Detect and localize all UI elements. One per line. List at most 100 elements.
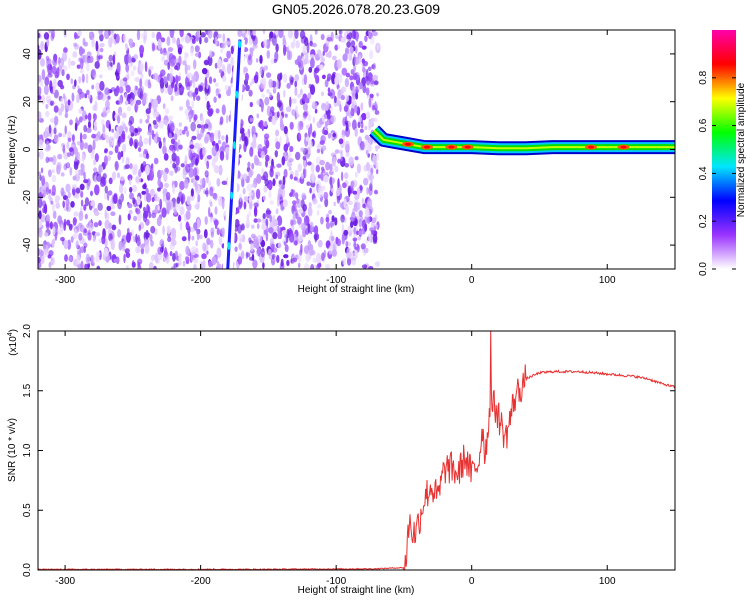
spectrogram-noise-cell	[185, 210, 191, 221]
spectrogram-noise-cell	[92, 139, 96, 151]
spectrogram-noise-cell	[214, 36, 218, 47]
spectrogram-noise-cell	[251, 253, 255, 262]
spectrogram-noise-cell	[302, 203, 308, 212]
spectrogram-noise-cell	[216, 178, 221, 187]
spectrogram-noise-cell	[367, 66, 372, 72]
spectrogram-noise-cell	[214, 62, 218, 69]
spectrogram-noise-cell	[92, 237, 96, 243]
spectrogram-noise-cell	[255, 188, 261, 200]
spectrogram-noise-cell	[126, 232, 131, 244]
slanted-track-hotspot	[232, 141, 236, 150]
spectrogram-noise-cell	[149, 234, 153, 242]
spectrogram-noise-cell	[372, 31, 378, 37]
spectrogram-noise-cell	[204, 93, 208, 101]
spectrogram-noise-cell	[127, 213, 131, 221]
spectrogram-noise-cell	[80, 190, 84, 198]
spectrogram-noise-cell	[124, 186, 127, 195]
spectrogram-noise-cell	[257, 234, 263, 244]
spectrogram-noise-cell	[251, 140, 256, 148]
spectrogram-noise-cell	[342, 53, 348, 62]
spectrogram-noise-cell	[334, 95, 337, 104]
spectrogram-noise-cell	[217, 129, 221, 140]
spectrogram-noise-cell	[111, 224, 117, 231]
spectrogram-noise-cell	[354, 249, 358, 259]
spectrogram-noise-cell	[261, 77, 267, 85]
spectrogram-noise-cell	[285, 106, 292, 113]
spectrogram-noise-cell	[350, 256, 356, 261]
spectrogram-noise-cell	[222, 33, 226, 43]
spectrogram-noise-cell	[326, 37, 333, 42]
spectrogram-noise-cell	[49, 86, 54, 94]
spectrogram-noise-cell	[196, 30, 201, 38]
spectrogram-noise-cell	[276, 254, 280, 264]
spectrogram-noise-cell	[160, 47, 163, 55]
spectrogram-noise-cell	[104, 148, 108, 153]
spectrogram-noise-cell	[242, 188, 246, 195]
spectrogram-noise-cell	[262, 262, 265, 269]
spectrogram-noise-cell	[372, 154, 377, 165]
spectrogram-noise-cell	[140, 72, 144, 80]
spectrogram-noise-cell	[53, 127, 57, 135]
spectrogram-noise-cell	[298, 234, 304, 242]
spectrogram-noise-cell	[142, 153, 147, 158]
spectrogram-noise-cell	[162, 225, 165, 236]
spectrogram-noise-cell	[309, 54, 315, 59]
spectrogram-noise-cell	[230, 56, 235, 67]
spectrogram-noise-cell	[234, 219, 240, 228]
spectrogram-noise-cell	[337, 84, 340, 89]
spectrogram-noise-cell	[61, 51, 68, 62]
spectrogram-noise-cell	[146, 192, 152, 203]
spectrogram-noise-cell	[129, 186, 133, 193]
spectrogram-noise-cell	[39, 150, 44, 160]
spectrogram-noise-cell	[133, 77, 140, 82]
spectrogram-noise-cell	[351, 86, 357, 91]
spectrogram-noise-cell	[218, 164, 223, 176]
spectrogram-noise-cell	[77, 30, 82, 37]
spectrogram-noise-cell	[330, 188, 335, 193]
spectrogram-noise-cell	[78, 76, 82, 84]
spectrogram-noise-cell	[89, 31, 92, 37]
spectrogram-noise-cell	[112, 54, 116, 66]
spectrogram-noise-cell	[151, 31, 155, 39]
spectrogram-noise-cell	[225, 114, 229, 124]
spectrogram-noise-cell	[152, 107, 158, 118]
spectrogram-noise-cell	[289, 145, 294, 153]
spectrogram-noise-cell	[305, 51, 309, 61]
spectrogram-noise-cell	[272, 232, 278, 240]
spectrogram-noise-cell	[244, 136, 248, 148]
spectrogram-noise-cell	[73, 31, 78, 40]
spectrogram-noise-cell	[320, 57, 326, 63]
spectrogram-noise-cell	[127, 174, 133, 181]
spectrogram-noise-cell	[195, 240, 198, 247]
spectrogram-x-tick-label: -100	[326, 275, 346, 286]
spectrogram-noise-cell	[162, 139, 166, 148]
spectrogram-noise-cell	[42, 207, 45, 214]
spectrogram-noise-cell	[200, 128, 204, 138]
spectrogram-noise-cell	[135, 233, 138, 244]
spectrogram-noise-cell	[71, 134, 75, 142]
snr-scale-base: (x10	[8, 336, 19, 356]
spectrogram-noise-cell	[268, 248, 272, 256]
spectrogram-noise-cell	[132, 197, 136, 205]
spectrogram-noise-cell	[296, 110, 299, 119]
spectrogram-noise-cell	[369, 93, 374, 99]
spectrogram-noise-cell	[314, 225, 319, 235]
spectrogram-noise-cell	[73, 161, 79, 170]
spectrogram-noise-cell	[73, 211, 79, 217]
spectrogram-noise-cell	[303, 158, 307, 170]
spectrogram-noise-cell	[255, 71, 259, 81]
spectrogram-noise-cell	[351, 30, 357, 40]
spectrogram-noise-cell	[290, 79, 294, 86]
spectrogram-noise-cell	[282, 175, 286, 186]
spectrogram-noise-cell	[110, 62, 113, 68]
spectrogram-noise-cell	[339, 104, 342, 113]
spectrogram-noise-cell	[163, 193, 166, 202]
spectrogram-noise-cell	[148, 262, 154, 269]
spectrogram-noise-cell	[177, 214, 182, 222]
spectrogram-noise-cell	[249, 101, 253, 108]
spectrogram-noise-cell	[109, 136, 116, 142]
spectrogram-noise-cell	[48, 193, 52, 200]
spectrogram-noise-cell	[206, 250, 209, 255]
spectrogram-noise-cell	[196, 229, 200, 241]
spectrogram-noise-cell	[350, 180, 355, 188]
